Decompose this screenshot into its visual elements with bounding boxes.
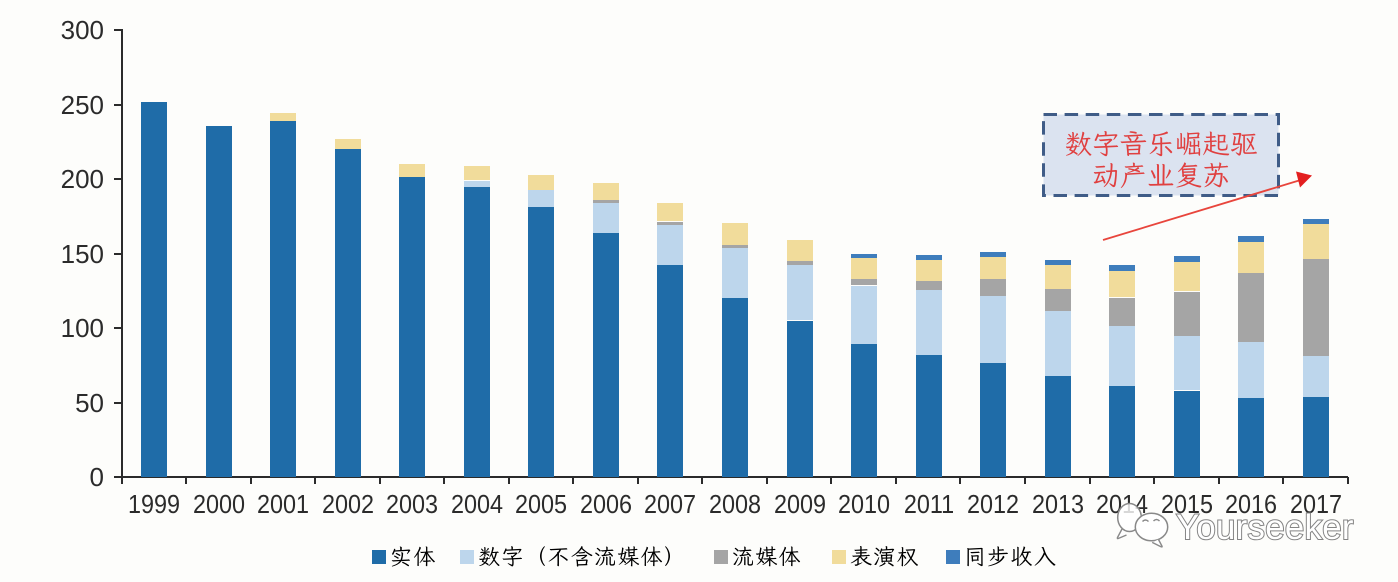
svg-text:Yourseeker: Yourseeker bbox=[1176, 508, 1354, 547]
